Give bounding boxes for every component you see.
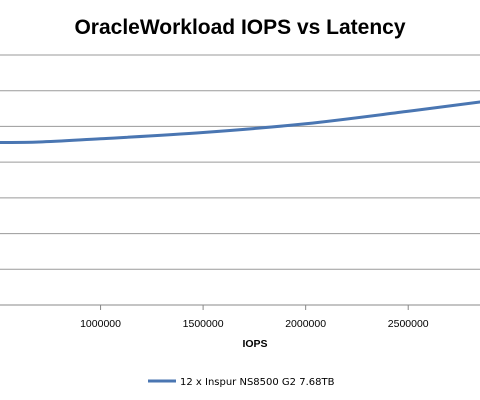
plot-area (0, 100, 480, 144)
legend-label: 12 x Inspur NS8500 G2 7.68TB (180, 377, 335, 388)
x-axis-label: IOPS (242, 338, 267, 350)
chart-title: OracleWorkload IOPS vs Latency (74, 16, 405, 39)
x-axis-ticks: 1000000 1500000 2000000 2500000 (80, 305, 429, 330)
x-tick-label: 2000000 (285, 318, 326, 330)
gridlines (0, 54, 480, 306)
series-line (0, 100, 480, 144)
x-tick-label: 2500000 (388, 318, 429, 330)
x-tick-label: 1500000 (183, 318, 224, 330)
legend: 12 x Inspur NS8500 G2 7.68TB (148, 377, 335, 388)
x-tick-label: 1000000 (80, 318, 121, 330)
